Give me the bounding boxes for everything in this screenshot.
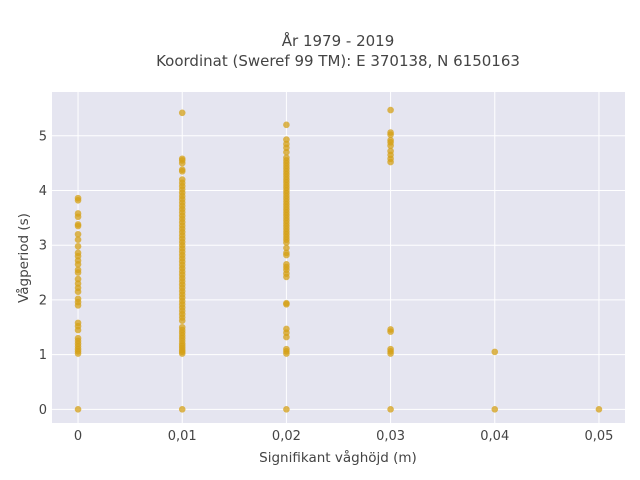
y-axis-title: Vågperiod (s)	[15, 213, 32, 303]
data-point	[178, 166, 186, 173]
data-point	[283, 325, 290, 333]
y-tick-label-3: 3	[39, 239, 47, 254]
data-point	[491, 348, 499, 356]
data-point	[283, 345, 290, 353]
x-tick-labels: 0 0,01 0,02 0,03 0,04 0,05	[74, 429, 614, 444]
data-point	[387, 147, 394, 155]
data-point	[74, 221, 82, 228]
data-point	[74, 230, 82, 238]
data-point	[283, 154, 290, 161]
data-point	[387, 129, 394, 136]
data-point	[74, 295, 82, 303]
data-point	[74, 319, 82, 327]
x-tick-label-2: 0,02	[272, 429, 301, 444]
x-tick-label-5: 0,05	[584, 429, 613, 444]
data-point	[74, 406, 82, 413]
data-point	[178, 109, 186, 117]
y-tick-label-4: 4	[39, 184, 47, 199]
data-point	[283, 299, 290, 307]
data-point	[387, 326, 394, 333]
data-point	[387, 345, 394, 353]
data-point	[491, 406, 499, 413]
x-tick-label-0: 0	[74, 429, 82, 444]
chart-title-line-1: År 1979 - 2019	[282, 31, 395, 50]
data-point	[283, 249, 290, 257]
y-tick-label-5: 5	[39, 129, 47, 144]
data-point	[283, 136, 290, 143]
plot-area	[52, 92, 625, 423]
data-points	[74, 106, 603, 413]
y-tick-labels: 0 1 2 3 4 5	[39, 129, 47, 418]
data-point	[74, 249, 82, 257]
y-tick-label-2: 2	[39, 293, 47, 308]
data-point	[283, 261, 290, 268]
x-tick-label-1: 0,01	[168, 429, 197, 444]
data-point	[387, 106, 394, 114]
data-point	[178, 155, 186, 163]
data-point	[74, 194, 82, 202]
data-point	[283, 244, 290, 252]
data-point	[74, 210, 82, 217]
data-point	[74, 334, 82, 342]
x-tick-label-4: 0,04	[480, 429, 509, 444]
data-point	[387, 136, 394, 144]
data-point	[178, 323, 186, 331]
data-point	[74, 242, 82, 250]
chart-title-line-2: Koordinat (Sweref 99 TM): E 370138, N 61…	[156, 52, 520, 70]
data-point	[283, 121, 290, 129]
data-point	[74, 236, 82, 244]
y-tick-label-1: 1	[39, 348, 47, 363]
data-point	[178, 406, 186, 413]
data-point	[74, 266, 82, 274]
data-point	[387, 406, 394, 413]
data-point	[74, 275, 82, 283]
x-axis-title: Signifikant våghöjd (m)	[259, 449, 417, 466]
data-point	[283, 406, 290, 413]
data-point	[595, 406, 603, 413]
y-tick-label-0: 0	[39, 403, 47, 418]
x-tick-label-3: 0,03	[376, 429, 405, 444]
data-point	[178, 176, 186, 183]
